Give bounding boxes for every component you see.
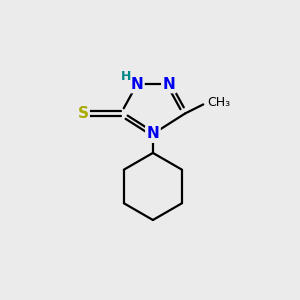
Text: H: H	[121, 70, 131, 83]
Text: N: N	[163, 77, 175, 92]
Text: CH₃: CH₃	[208, 97, 231, 110]
Text: S: S	[77, 106, 88, 121]
Text: N: N	[146, 127, 159, 142]
Text: N: N	[130, 77, 143, 92]
